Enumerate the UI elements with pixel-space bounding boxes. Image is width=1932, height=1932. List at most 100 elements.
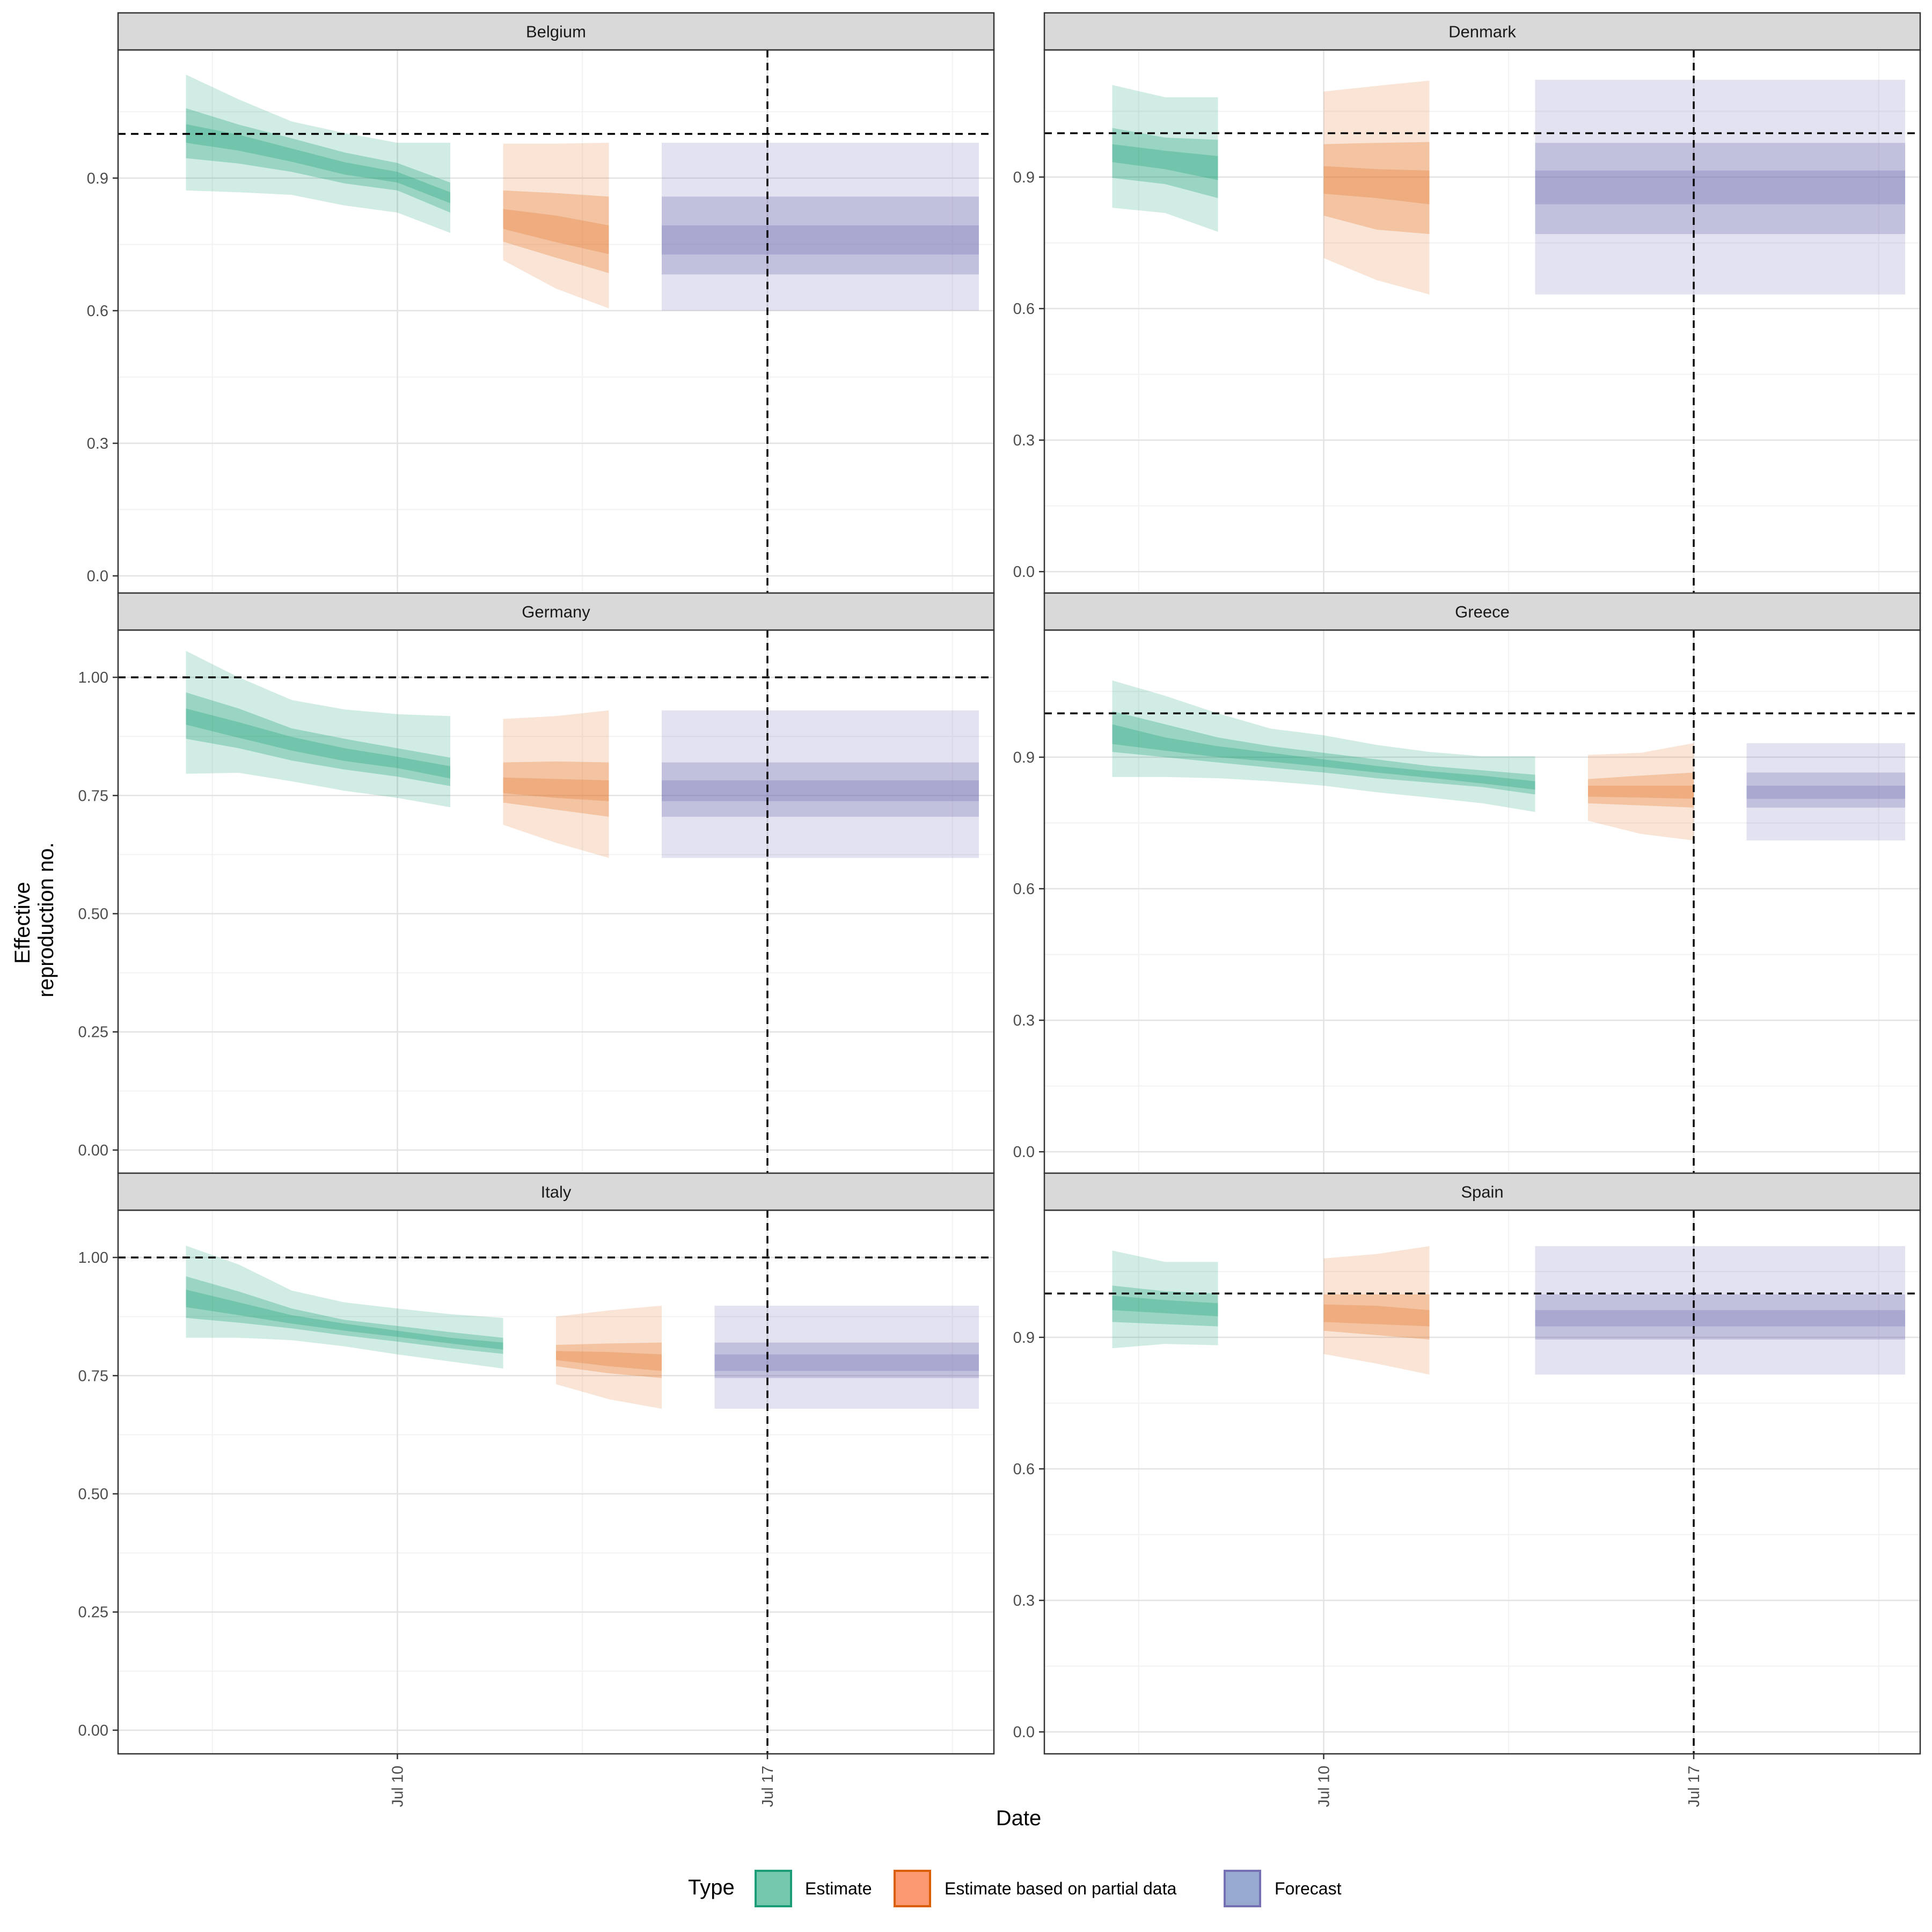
- middle-band: [1323, 142, 1430, 235]
- middle-band: [1112, 711, 1535, 795]
- series-forecast: [1535, 1246, 1905, 1375]
- panel-background: [1044, 50, 1920, 594]
- series-estimate-based-on-partial-data: [1323, 80, 1430, 295]
- middle-band: [1746, 772, 1905, 808]
- series-estimate: [1112, 1250, 1218, 1349]
- strip-background: [117, 1172, 995, 1211]
- y-tick-label: 0.50: [78, 1486, 108, 1503]
- panel-title: Denmark: [1448, 23, 1516, 41]
- y-tick-label: 0.75: [78, 1367, 108, 1385]
- middle-band: [662, 196, 979, 275]
- outer-band: [1112, 1250, 1218, 1349]
- panel-belgium: Belgium 0.0 0.3 0.6 0.9: [87, 12, 995, 599]
- reference-lines: [118, 50, 994, 594]
- panel-background: [118, 630, 994, 1174]
- gridlines: [1044, 1210, 1920, 1754]
- y-tick-label: 0.3: [1013, 432, 1035, 449]
- y-tick-label: 0.3: [87, 435, 108, 452]
- legend-item-estimate-based-on-partial-data: Estimate based on partial data: [894, 1870, 1176, 1907]
- legend-item-forecast: Forecast: [1224, 1870, 1342, 1907]
- y-axis-title-line-2: reproduction no.: [34, 842, 58, 997]
- reference-lines: [1044, 1210, 1920, 1754]
- series-forecast: [1746, 743, 1905, 841]
- legend-label: Estimate based on partial data: [945, 1879, 1176, 1898]
- series-estimate-based-on-partial-data: [1323, 1246, 1430, 1375]
- series-forecast: [714, 1305, 979, 1409]
- series-estimate: [186, 650, 450, 808]
- inner-band: [1112, 1296, 1218, 1316]
- middle-band: [186, 1276, 503, 1354]
- outer-band: [1588, 743, 1694, 841]
- inner-band: [1323, 166, 1430, 204]
- outer-band: [1535, 1246, 1905, 1375]
- middle-band: [503, 761, 609, 817]
- inner-band: [714, 1354, 979, 1371]
- middle-band: [1535, 143, 1905, 235]
- legend-item-estimate: Estimate: [755, 1870, 872, 1907]
- x-tick-label: Jul 17: [1686, 1766, 1703, 1807]
- series-forecast: [1535, 79, 1905, 295]
- panel-title: Italy: [541, 1183, 572, 1202]
- y-tick-label: 0.9: [1013, 169, 1035, 186]
- middle-band: [1535, 1294, 1905, 1340]
- x-tick-label: Jul 17: [759, 1766, 777, 1807]
- panel-background: [118, 50, 994, 594]
- strip-background: [1043, 592, 1921, 631]
- panel-germany: Germany 0.00 0.25 0.50 0.75 1.00: [78, 592, 995, 1179]
- x-tick-label: Jul 10: [390, 1766, 407, 1807]
- middle-band: [1112, 1285, 1218, 1327]
- middle-band: [714, 1342, 979, 1378]
- panel-background: [1044, 630, 1920, 1174]
- outer-band: [1112, 85, 1218, 232]
- legend-label: Forecast: [1275, 1879, 1342, 1898]
- inner-band: [662, 780, 979, 801]
- inner-band: [186, 708, 450, 779]
- middle-band: [662, 762, 979, 817]
- y-tick-label: 0.0: [1013, 1724, 1035, 1741]
- inner-band: [1535, 170, 1905, 204]
- inner-band: [556, 1351, 662, 1371]
- middle-band: [556, 1342, 662, 1378]
- panel-title: Germany: [522, 603, 590, 621]
- inner-band: [1112, 724, 1535, 790]
- inner-band: [662, 225, 979, 255]
- y-tick-label: 0.00: [78, 1722, 108, 1739]
- panel-greece: Greece 0.0 0.3 0.6 0.9: [1013, 592, 1921, 1179]
- y-tick-label: 0.25: [78, 1604, 108, 1621]
- strip-background: [117, 592, 995, 631]
- y-tick-label: 0.25: [78, 1024, 108, 1041]
- series-estimate: [1112, 680, 1535, 812]
- y-tick-label: 1.00: [78, 1249, 108, 1267]
- inner-band: [186, 124, 450, 203]
- y-tick-label: 1.00: [78, 669, 108, 686]
- legend-title: Type: [688, 1876, 735, 1899]
- y-tick-label: 0.9: [87, 170, 108, 187]
- outer-band: [1746, 743, 1905, 841]
- ribbons: [1112, 1246, 1905, 1375]
- outer-band: [662, 710, 979, 858]
- x-tick-label: Jul 10: [1316, 1766, 1333, 1807]
- outer-band: [1112, 680, 1535, 812]
- legend-label: Estimate: [805, 1879, 872, 1898]
- y-tick-label: 0.00: [78, 1142, 108, 1159]
- y-tick-label: 0.3: [1013, 1592, 1035, 1609]
- strip-background: [117, 12, 995, 51]
- y-tick-label: 0.9: [1013, 749, 1035, 766]
- legend-key: [894, 1870, 931, 1907]
- inner-band: [1746, 786, 1905, 799]
- panel-italy: Italy 0.00 0.25 0.50 0.75 1.00 Jul 10 Jul 17: [78, 1172, 995, 1807]
- legend: Type Estimate Estimate based on partial d…: [688, 1870, 1342, 1907]
- y-tick-label: 0.6: [1013, 1461, 1035, 1478]
- inner-band: [1112, 144, 1218, 180]
- panel-background: [1044, 1210, 1920, 1754]
- outer-band: [556, 1305, 662, 1409]
- panels: Belgium 0.0 0.3 0.6 0.9 Denmark 0.0 0.3 0.6 0.9 Ge…: [78, 12, 1921, 1807]
- outer-band: [186, 650, 450, 808]
- panel-background: [118, 1210, 994, 1754]
- inner-band: [186, 1290, 503, 1350]
- outer-band: [503, 143, 609, 309]
- middle-band: [503, 190, 609, 273]
- y-axis-title-line-1: Effective: [11, 882, 34, 964]
- panel-denmark: Denmark 0.0 0.3 0.6 0.9: [1013, 12, 1921, 599]
- y-tick-label: 0.6: [1013, 881, 1035, 898]
